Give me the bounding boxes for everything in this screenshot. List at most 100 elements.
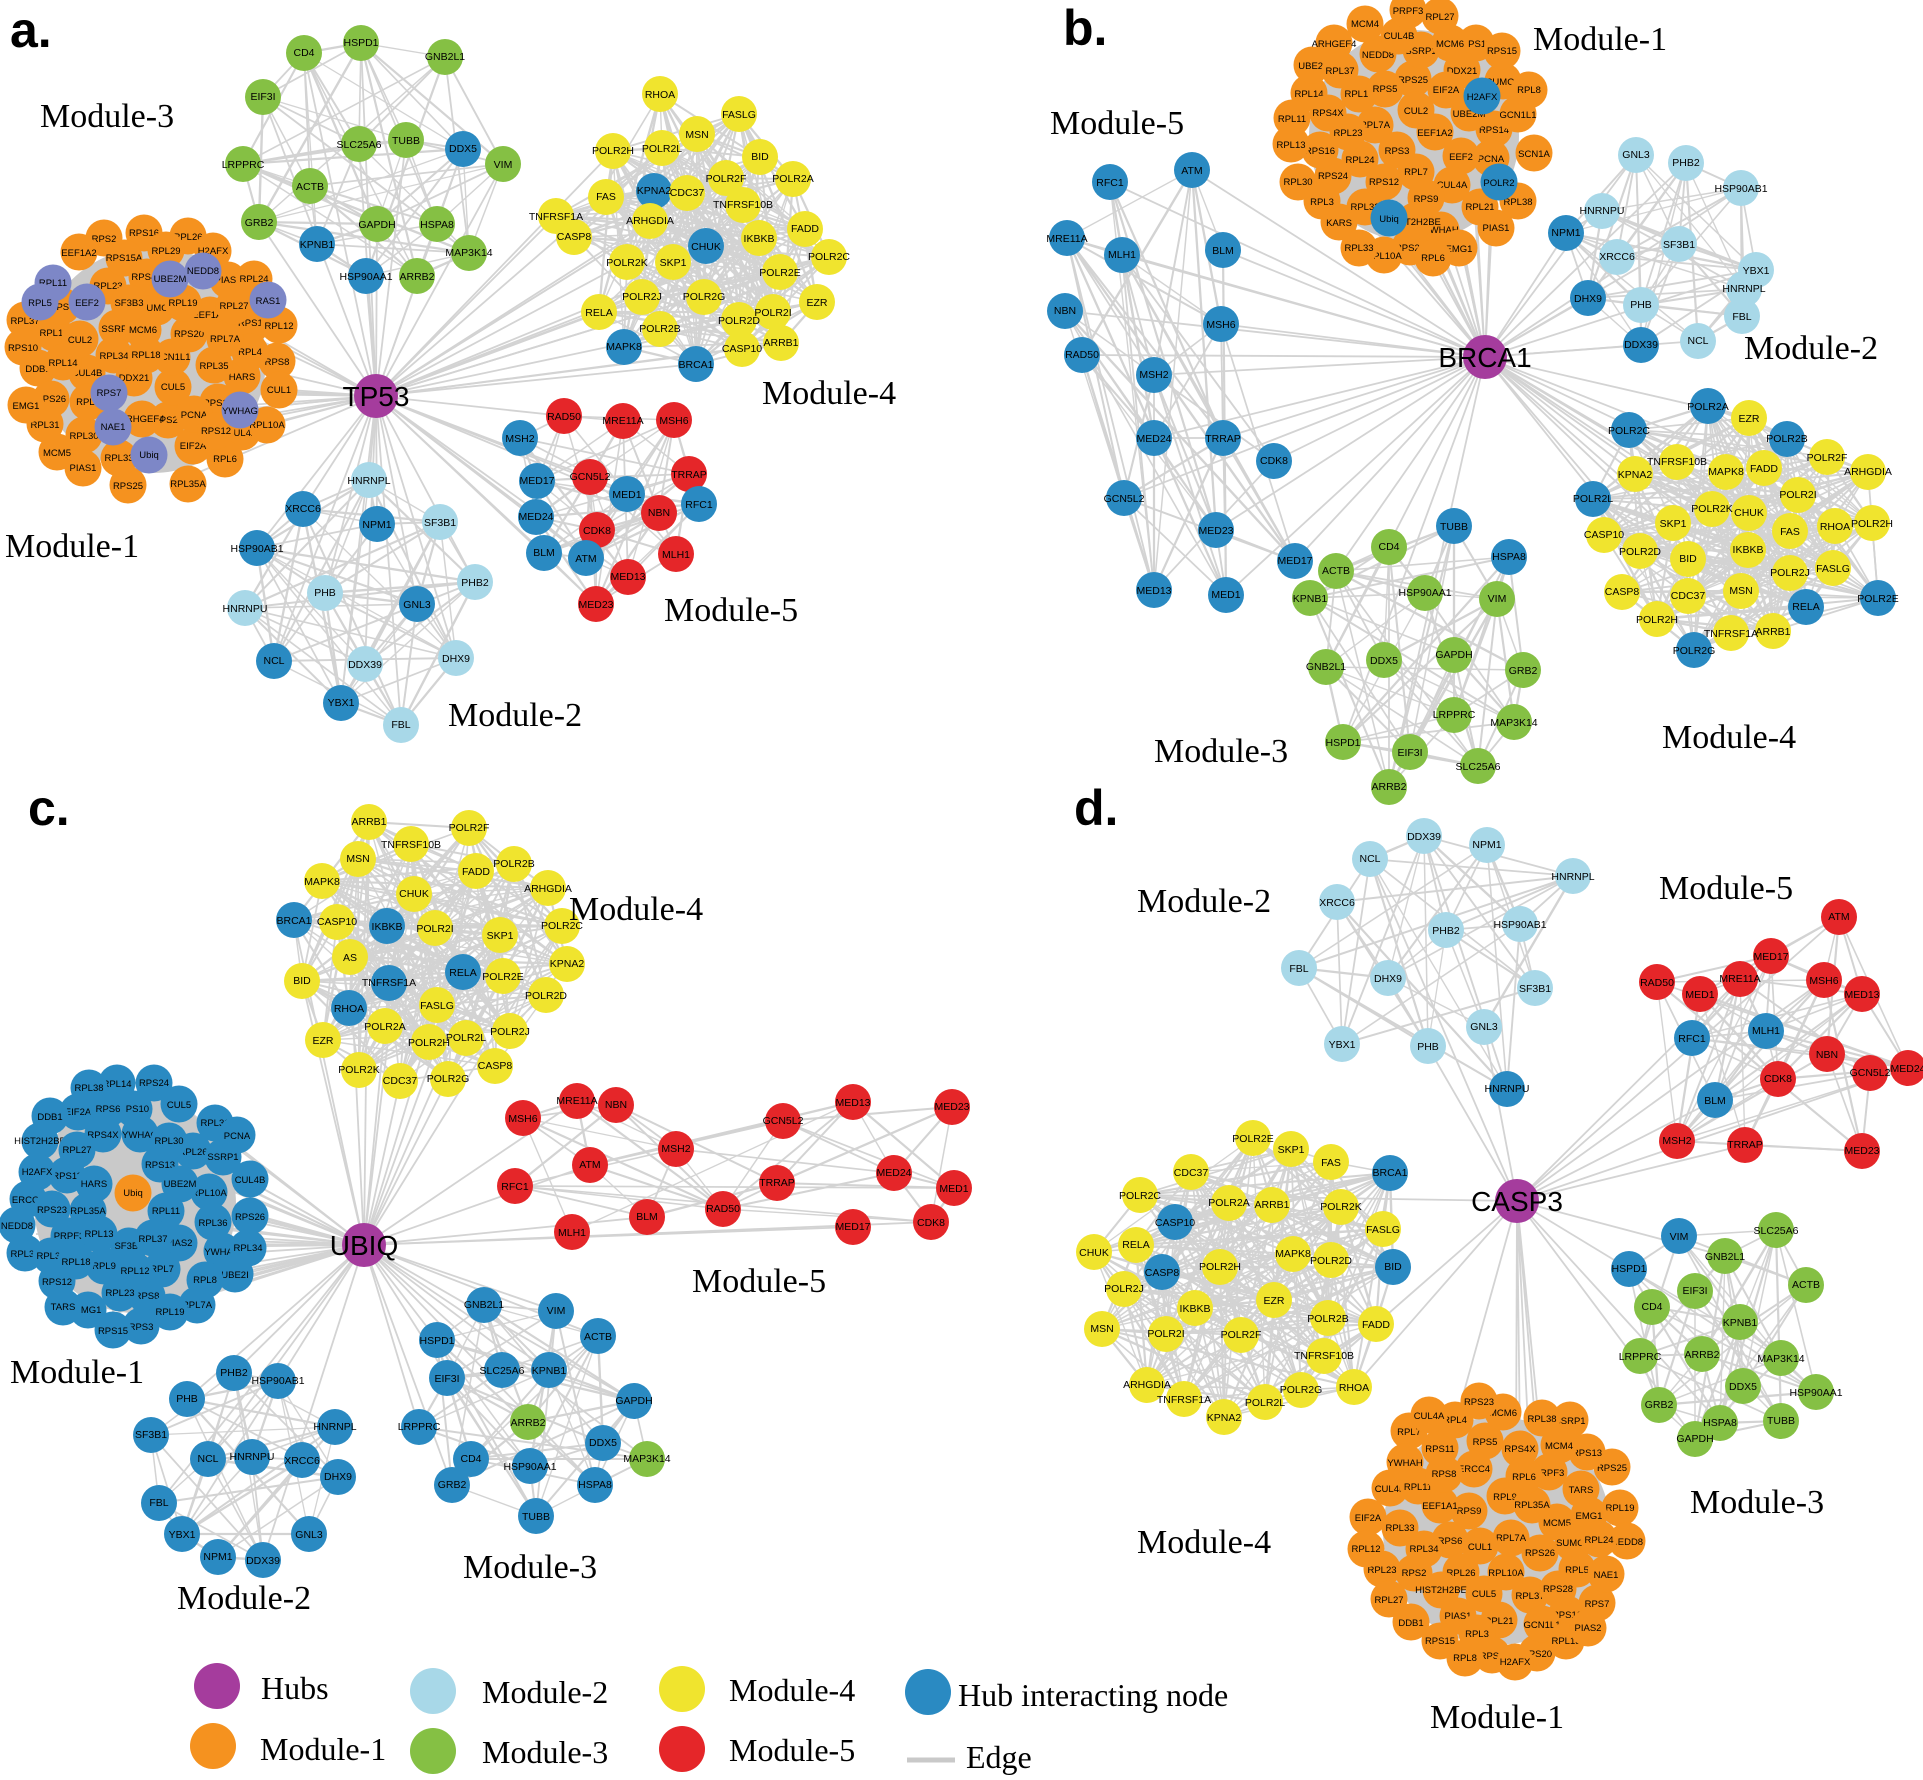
svg-text:DDX21: DDX21 bbox=[119, 373, 150, 384]
svg-text:SF3B1: SF3B1 bbox=[424, 517, 456, 529]
svg-text:PCNA: PCNA bbox=[1478, 154, 1505, 165]
svg-text:POLR2I: POLR2I bbox=[416, 923, 453, 935]
svg-text:BLM: BLM bbox=[636, 1211, 658, 1223]
svg-text:RPL12: RPL12 bbox=[1351, 1544, 1380, 1555]
svg-text:Module-4: Module-4 bbox=[1137, 1524, 1271, 1561]
svg-text:MSN: MSN bbox=[1729, 585, 1752, 597]
svg-text:GNL3: GNL3 bbox=[295, 1529, 323, 1541]
svg-text:RPL21: RPL21 bbox=[1484, 1616, 1513, 1627]
svg-text:RPL29: RPL29 bbox=[151, 246, 180, 257]
svg-text:EZR: EZR bbox=[1739, 413, 1760, 425]
svg-text:CASP10: CASP10 bbox=[722, 343, 762, 355]
svg-text:SUMO3: SUMO3 bbox=[1556, 1538, 1590, 1549]
svg-text:NEDD8: NEDD8 bbox=[1362, 50, 1394, 61]
svg-text:RPL9: RPL9 bbox=[1493, 1492, 1517, 1503]
svg-text:KPNA2: KPNA2 bbox=[637, 185, 672, 197]
svg-text:NEDD8: NEDD8 bbox=[1, 1221, 33, 1232]
svg-text:GNL3: GNL3 bbox=[1622, 149, 1650, 161]
svg-text:RPS8: RPS8 bbox=[1432, 1469, 1457, 1480]
svg-text:POLR2C: POLR2C bbox=[1119, 1190, 1161, 1202]
svg-text:RPS23: RPS23 bbox=[37, 1205, 67, 1216]
svg-text:HSP90AA1: HSP90AA1 bbox=[339, 271, 392, 283]
svg-text:Edge: Edge bbox=[966, 1739, 1032, 1775]
svg-text:KPNA2: KPNA2 bbox=[550, 958, 585, 970]
svg-text:CHUK: CHUK bbox=[399, 888, 429, 900]
svg-text:CUL4B: CUL4B bbox=[72, 368, 103, 379]
svg-text:MED1: MED1 bbox=[939, 1183, 968, 1195]
svg-text:GCN5L2: GCN5L2 bbox=[1104, 493, 1145, 505]
svg-text:RPL27: RPL27 bbox=[62, 1145, 91, 1156]
svg-text:HSP90AB1: HSP90AB1 bbox=[251, 1375, 304, 1387]
svg-text:DDX21: DDX21 bbox=[1447, 66, 1478, 77]
svg-text:DDX39: DDX39 bbox=[1407, 831, 1441, 843]
svg-text:MED17: MED17 bbox=[1277, 555, 1312, 567]
svg-text:HNRNPL: HNRNPL bbox=[347, 475, 390, 487]
svg-text:ATM: ATM bbox=[1828, 911, 1849, 923]
svg-text:RPS26: RPS26 bbox=[1525, 1548, 1555, 1559]
svg-text:EEF1A2: EEF1A2 bbox=[1417, 128, 1452, 139]
svg-text:BRCA1: BRCA1 bbox=[678, 359, 713, 371]
svg-text:SLC25A6: SLC25A6 bbox=[1754, 1225, 1799, 1237]
svg-text:RPS5: RPS5 bbox=[1373, 84, 1398, 95]
svg-text:UBE2I: UBE2I bbox=[1298, 61, 1325, 72]
svg-text:TNFRSF10B: TNFRSF10B bbox=[381, 839, 441, 851]
svg-text:RPL8: RPL8 bbox=[1453, 1653, 1477, 1664]
svg-text:RPS3: RPS3 bbox=[1480, 1651, 1505, 1662]
svg-text:CDC37: CDC37 bbox=[1174, 1167, 1209, 1179]
svg-text:HSPD1: HSPD1 bbox=[343, 37, 378, 49]
svg-text:POLR2A: POLR2A bbox=[1687, 401, 1728, 413]
svg-text:FASLG: FASLG bbox=[1816, 563, 1850, 575]
svg-text:TRRAP: TRRAP bbox=[671, 469, 707, 481]
svg-text:RHOA: RHOA bbox=[1820, 521, 1850, 533]
svg-text:RFC1: RFC1 bbox=[1096, 177, 1124, 189]
svg-text:RPS16: RPS16 bbox=[1305, 146, 1335, 157]
svg-text:MAPK8: MAPK8 bbox=[1708, 466, 1744, 478]
svg-text:RPL4: RPL4 bbox=[238, 347, 262, 358]
svg-text:UBE2I: UBE2I bbox=[221, 1270, 248, 1281]
svg-text:SF3B1: SF3B1 bbox=[1519, 983, 1551, 995]
svg-text:RAD50: RAD50 bbox=[1640, 977, 1674, 989]
svg-text:CASP8: CASP8 bbox=[557, 231, 592, 243]
svg-text:RPS28: RPS28 bbox=[1543, 1584, 1573, 1595]
svg-text:RPL35: RPL35 bbox=[199, 361, 228, 372]
svg-text:ARRB1: ARRB1 bbox=[351, 816, 386, 828]
svg-text:RPS2: RPS2 bbox=[1402, 1568, 1427, 1579]
svg-text:YBX1: YBX1 bbox=[328, 697, 355, 709]
svg-text:HSP90AB1: HSP90AB1 bbox=[230, 543, 283, 555]
svg-text:EMG1: EMG1 bbox=[1576, 1511, 1603, 1522]
svg-text:RPL24: RPL24 bbox=[1345, 155, 1374, 166]
svg-text:GRB2: GRB2 bbox=[245, 217, 274, 229]
svg-text:HSP90AA1: HSP90AA1 bbox=[503, 1461, 556, 1473]
svg-text:RPL13: RPL13 bbox=[84, 1229, 113, 1240]
svg-text:RPL7: RPL7 bbox=[1404, 167, 1428, 178]
svg-text:RPL13: RPL13 bbox=[39, 328, 68, 339]
svg-text:RAD50: RAD50 bbox=[706, 1203, 740, 1215]
svg-text:GAPDH: GAPDH bbox=[615, 1395, 652, 1407]
svg-text:XRCC6: XRCC6 bbox=[285, 503, 321, 515]
svg-text:PCNA: PCNA bbox=[224, 1131, 251, 1142]
svg-text:MSN: MSN bbox=[1090, 1323, 1113, 1335]
svg-text:RPS28: RPS28 bbox=[153, 415, 183, 426]
svg-text:TNFRSF1A: TNFRSF1A bbox=[362, 977, 416, 989]
svg-text:BRCA1: BRCA1 bbox=[1372, 1167, 1407, 1179]
svg-text:CASP10: CASP10 bbox=[1584, 529, 1624, 541]
svg-text:GCN5L2: GCN5L2 bbox=[1850, 1067, 1891, 1079]
svg-text:a.: a. bbox=[10, 2, 52, 58]
svg-text:POLR2D: POLR2D bbox=[525, 990, 567, 1002]
svg-text:TUBB: TUBB bbox=[1767, 1415, 1795, 1427]
svg-text:POLR2F: POLR2F bbox=[1221, 1329, 1262, 1341]
svg-text:RPL33: RPL33 bbox=[104, 453, 133, 464]
svg-text:BRCA1: BRCA1 bbox=[1438, 342, 1531, 373]
svg-text:FAS: FAS bbox=[596, 191, 616, 203]
svg-text:RPS6: RPS6 bbox=[50, 302, 75, 313]
svg-text:POLR2E: POLR2E bbox=[1232, 1133, 1273, 1145]
svg-text:MED17: MED17 bbox=[1753, 951, 1788, 963]
svg-text:TP53: TP53 bbox=[343, 381, 410, 412]
svg-text:EIF2A: EIF2A bbox=[1433, 85, 1460, 96]
svg-text:MCM6: MCM6 bbox=[1489, 1408, 1517, 1419]
svg-text:RPL34: RPL34 bbox=[99, 351, 128, 362]
svg-text:YWHAG: YWHAG bbox=[222, 406, 258, 417]
svg-text:HSP90AB1: HSP90AB1 bbox=[1714, 183, 1767, 195]
svg-text:SF3B1: SF3B1 bbox=[1663, 239, 1695, 251]
svg-text:NPM1: NPM1 bbox=[1472, 839, 1501, 851]
